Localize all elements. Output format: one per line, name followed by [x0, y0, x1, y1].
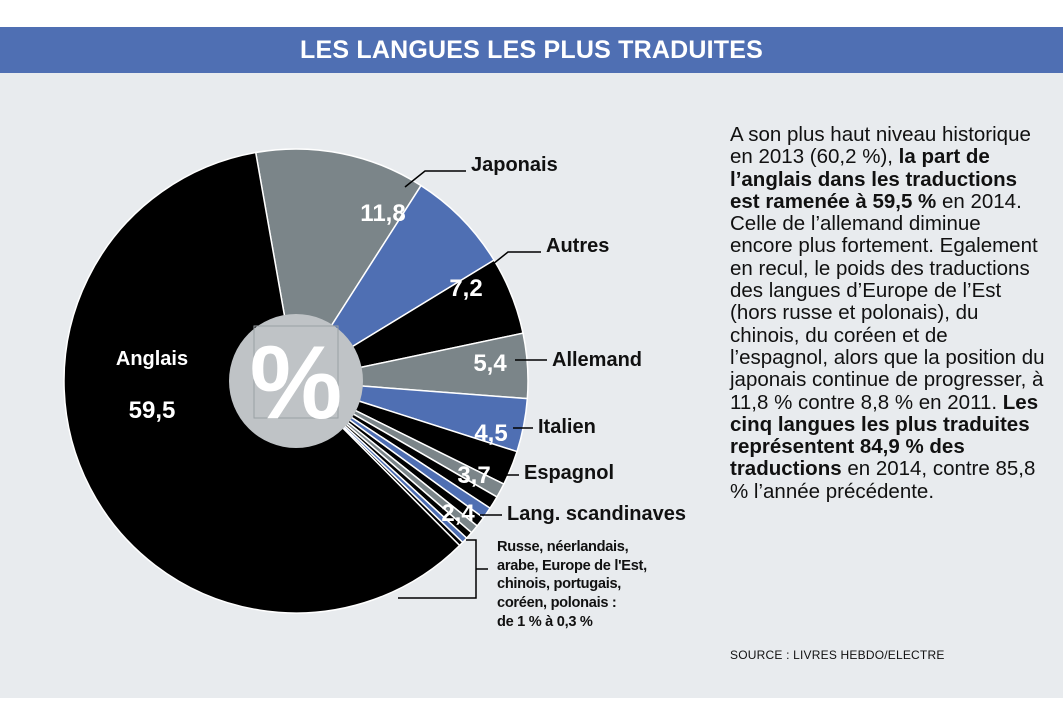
slice-labels: 11,8 Japonais 7,2 Autres 5,4 Allemand 4,5 Itali… — [116, 154, 686, 527]
value-label-allemand: 5,4 — [473, 350, 507, 377]
commentary-bold-1: la part de l’anglais dans les traduction… — [730, 145, 1018, 213]
value-label-espagnol: 3,7 — [457, 462, 490, 489]
value-label-autres: 7,2 — [449, 275, 482, 302]
others-note-line: Russe, néerlandais, — [497, 539, 629, 555]
chart-title: LES LANGUES LES PLUS TRADUITES — [0, 27, 1063, 73]
category-label-japonais: Japonais — [471, 154, 558, 176]
leader-line-japonais — [404, 170, 466, 188]
percent-frame — [253, 325, 339, 419]
commentary-part-3: en 2014, contre 85,8 % l’année précédent… — [730, 457, 1036, 503]
others-note: Russe, néerlandais, arabe, Europe de l'Es… — [497, 538, 697, 632]
value-label-anglais: 59,5 — [129, 397, 176, 424]
center-hole — [229, 314, 363, 448]
percent-symbol: % — [250, 325, 342, 441]
others-note-line: de 1 % à 0,3 % — [497, 613, 593, 630]
others-note-line: coréen, polonais : — [497, 595, 617, 612]
category-label-espagnol: Espagnol — [524, 462, 614, 484]
commentary-bold-2: Les cinq langues les plus traduites repr… — [730, 390, 1039, 481]
source-note: SOURCE : LIVRES HEBDO/ELECTRE — [730, 648, 945, 662]
value-label-japonais: 11,8 — [360, 200, 405, 227]
value-label-italien: 4,5 — [474, 420, 507, 447]
others-note-line: arabe, Europe de l'Est, — [497, 557, 647, 574]
pie-slice-autres — [295, 184, 496, 382]
category-label-allemand: Allemand — [552, 349, 642, 371]
others-note-line: chinois, portugais, — [497, 576, 622, 593]
bottom-strip — [0, 698, 1063, 709]
commentary-part-1: A son plus haut niveau historique en 201… — [730, 123, 1031, 169]
leader-line-autres — [487, 251, 541, 269]
category-label-anglais: Anglais — [116, 348, 188, 370]
category-label-autres: Autres — [546, 235, 609, 257]
leader-lines — [398, 170, 547, 599]
category-label-italien: Italien — [538, 416, 596, 438]
commentary-part-2: en 2014. Celle de l’allemand diminue enc… — [730, 189, 1045, 414]
value-label-lang-scandinaves: 2,4 — [441, 500, 475, 527]
category-label-lang-scandinaves: Lang. scandinaves — [507, 503, 686, 525]
commentary-text: A son plus haut niveau historique en 201… — [730, 123, 1048, 503]
